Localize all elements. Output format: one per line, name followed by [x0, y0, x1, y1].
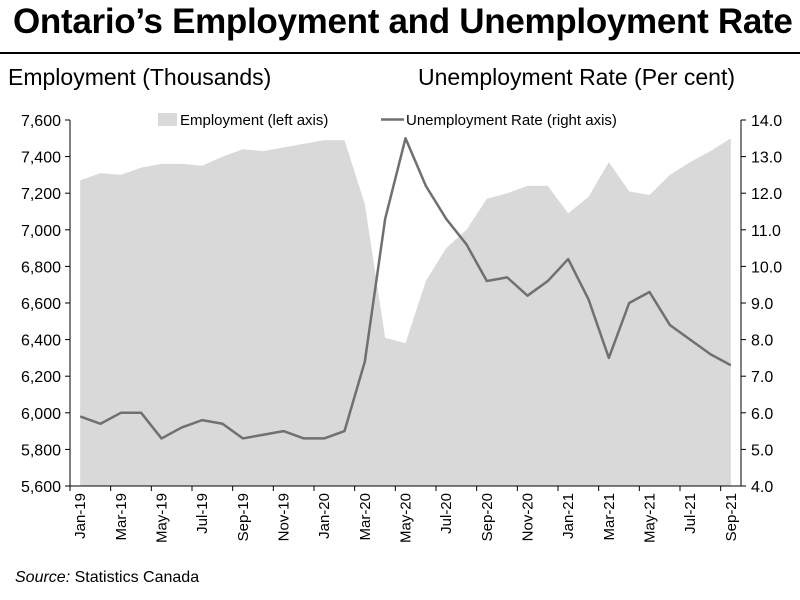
employment-area — [80, 138, 731, 487]
legend-swatch-employment — [158, 113, 177, 126]
x-axis-tick-label: May-20 — [398, 493, 415, 543]
x-axis-tick-label: Sep-20 — [479, 493, 496, 541]
unemployment-line-layer — [79, 137, 732, 440]
right-axis-tick-label: 10.0 — [751, 259, 782, 276]
x-axis-tick-label: Sep-19 — [235, 493, 252, 541]
x-axis-tick-label: Jul-21 — [682, 493, 699, 534]
left-axis-tick-label: 5,800 — [21, 442, 61, 459]
x-axis-tick-label: Jan-21 — [560, 493, 577, 539]
x-axis-tick-label: May-21 — [642, 493, 659, 543]
right-axis-tick-label: 9.0 — [751, 296, 773, 313]
right-axis-tick-label: 7.0 — [751, 369, 773, 386]
x-axis-tick-label: Mar-19 — [113, 493, 130, 541]
x-axis-tick-label: Nov-20 — [520, 493, 537, 541]
right-axis-tick-label: 4.0 — [751, 479, 773, 496]
left-axis-tick-label: 6,000 — [21, 406, 61, 423]
left-axis-tick-label: 6,200 — [21, 369, 61, 386]
left-axis-tick-label: 7,000 — [21, 223, 61, 240]
x-axis-tick-label: Jan-20 — [316, 493, 333, 539]
left-axis-tick-label: 6,600 — [21, 296, 61, 313]
right-axis-tick-label: 6.0 — [751, 406, 773, 423]
left-axis-tick-label: 7,400 — [21, 150, 61, 167]
source-text: Statistics Canada — [70, 569, 200, 586]
left-axis-tick-label: 7,200 — [21, 186, 61, 203]
x-axis-tick-label: Sep-21 — [723, 493, 740, 541]
legend-label-employment: Employment (left axis) — [180, 112, 328, 129]
right-axis-tick-label: 8.0 — [751, 333, 773, 350]
chart-title: Ontario’s Employment and Unemployment Ra… — [13, 2, 793, 41]
left-axis-tick-label: 6,800 — [21, 259, 61, 276]
x-axis-tick-label: Jul-20 — [438, 493, 455, 534]
x-axis-tick-label: Jul-19 — [194, 493, 211, 534]
legend: Employment (left axis) Unemployment Rate… — [158, 112, 617, 129]
x-axis-tick-label: Jan-19 — [72, 493, 89, 539]
x-axis-tick-label: Mar-21 — [601, 493, 618, 541]
left-axis-tick-label: 7,600 — [21, 113, 61, 130]
right-axis-tick-label: 5.0 — [751, 442, 773, 459]
left-axis-label: Employment (Thousands) — [8, 64, 272, 90]
right-axis-tick-label: 14.0 — [751, 113, 782, 130]
left-axis-tick-label: 6,400 — [21, 333, 61, 350]
source-note: Source: Statistics Canada — [15, 569, 199, 587]
right-axis-tick-label: 11.0 — [751, 223, 781, 240]
right-axis-tick-label: 12.0 — [751, 186, 782, 203]
x-axis-tick-label: Nov-19 — [276, 493, 293, 541]
unemployment-line — [79, 137, 732, 440]
x-axis-tick-label: May-19 — [154, 493, 171, 543]
legend-label-unemployment: Unemployment Rate (right axis) — [406, 112, 617, 129]
x-axis-tick-label: Mar-20 — [357, 493, 374, 541]
employment-area-layer — [80, 138, 731, 487]
right-axis-tick-label: 13.0 — [751, 150, 782, 167]
source-label: Source: — [15, 569, 71, 586]
left-axis-tick-label: 5,600 — [21, 479, 61, 496]
right-axis-label: Unemployment Rate (Per cent) — [418, 64, 736, 90]
title-divider — [0, 52, 800, 54]
axes-layer: 5,600 5,800 6,000 6,200 6,400 6,600 6,800 7,000… — [21, 113, 782, 543]
